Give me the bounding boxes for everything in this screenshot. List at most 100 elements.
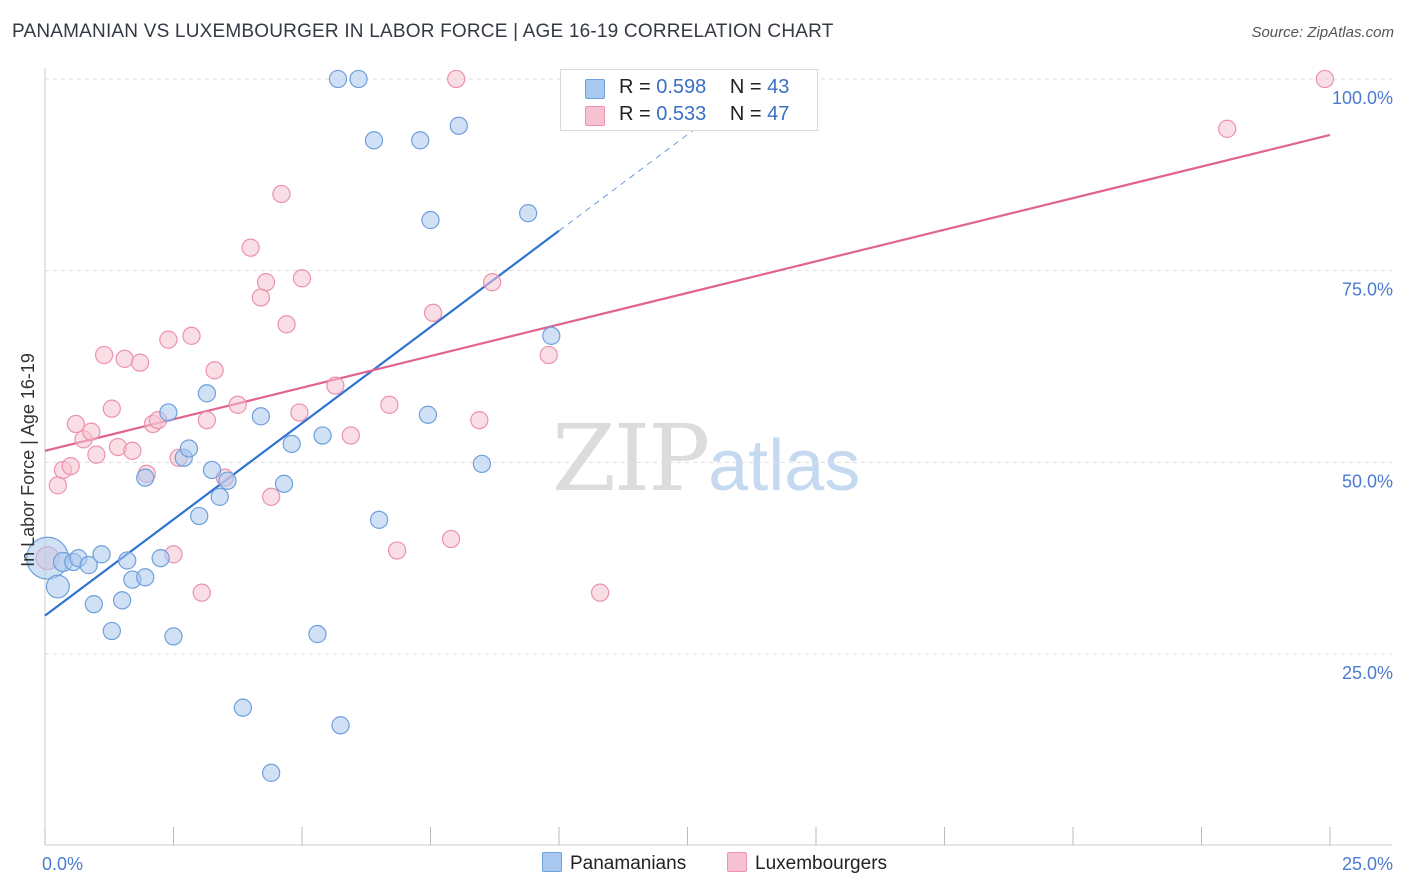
trend-line-luxembourgers — [44, 133, 1331, 452]
point-panamanian — [349, 69, 368, 89]
x-tick-label: 0.0% — [42, 854, 83, 874]
legend-n-label: N = — [729, 76, 768, 98]
watermark: ZIPatlas — [552, 405, 860, 512]
point-luxembourger — [192, 583, 211, 602]
point-luxembourger — [272, 184, 291, 204]
point-panamanian — [472, 454, 492, 474]
point-luxembourger — [66, 414, 85, 434]
point-luxembourger — [102, 399, 121, 418]
y-tick-label: 25.0% — [1342, 663, 1393, 683]
point-luxembourger — [441, 529, 461, 549]
point-luxembourger — [483, 273, 502, 292]
point-panamanian — [92, 545, 111, 564]
point-luxembourger — [251, 288, 271, 307]
point-panamanian — [112, 591, 132, 610]
trend-line-panamanians — [44, 229, 560, 617]
point-panamanian — [102, 621, 121, 641]
point-panamanian — [262, 763, 281, 782]
legend-r-value: 0.598 — [656, 76, 707, 98]
bottom-legend-panamanians: Panamanians — [542, 852, 686, 875]
point-panamanian — [449, 116, 468, 135]
point-luxembourger — [590, 583, 610, 602]
point-panamanian — [136, 468, 155, 487]
legend-row-panamanians: R = 0.598 N = 43 — [585, 76, 790, 99]
point-luxembourger — [87, 445, 106, 464]
chart-title: PANAMANIAN VS LUXEMBOURGER IN LABOR FORC… — [12, 21, 834, 42]
point-panamanian — [218, 471, 237, 490]
legend-r-label: R = — [619, 76, 657, 98]
point-panamanian — [313, 426, 332, 445]
legend-swatch-luxembourgers — [585, 106, 605, 126]
x-tick-label: 25.0% — [1342, 854, 1393, 874]
point-luxembourger — [197, 411, 217, 430]
point-panamanian — [251, 407, 271, 426]
bottom-legend-label: Luxembourgers — [755, 853, 888, 874]
watermark-atlas: atlas — [708, 426, 861, 506]
point-panamanian — [118, 551, 137, 570]
legend-row-luxembourgers: R = 0.533 N = 47 — [585, 103, 789, 126]
point-panamanian — [364, 131, 384, 150]
source-label: Source: ZipAtlas.com — [1251, 24, 1394, 41]
point-panamanian — [151, 549, 170, 568]
point-panamanian — [202, 460, 222, 480]
point-panamanian — [79, 555, 98, 575]
point-panamanian — [369, 510, 389, 529]
point-panamanian — [542, 326, 561, 345]
point-panamanian — [210, 487, 229, 506]
point-luxembourger — [228, 395, 247, 414]
point-luxembourger — [341, 426, 360, 445]
point-luxembourger — [94, 345, 114, 365]
point-luxembourger — [326, 376, 345, 395]
legend-r-value: 0.533 — [656, 103, 707, 125]
point-luxembourger — [1315, 69, 1335, 89]
point-luxembourger — [130, 353, 150, 372]
point-panamanian — [136, 568, 155, 587]
point-luxembourger — [159, 330, 178, 349]
point-luxembourger — [256, 273, 276, 292]
point-luxembourger — [447, 69, 466, 89]
y-tick-label: 50.0% — [1342, 471, 1393, 491]
point-panamanian — [274, 474, 294, 493]
point-panamanian — [308, 624, 327, 644]
y-tick-label: 100.0% — [1332, 88, 1393, 108]
point-panamanian — [328, 69, 348, 89]
point-luxembourger — [82, 422, 101, 441]
legend-n-value: 43 — [767, 76, 790, 98]
point-luxembourger — [423, 303, 443, 322]
gridlines — [45, 78, 1392, 655]
point-panamanian — [45, 574, 70, 599]
point-panamanian — [190, 506, 209, 526]
trend-lines — [44, 114, 1331, 617]
tick-labels: 25.0% 50.0% 75.0% 100.0% 0.0% 25.0% — [42, 88, 1393, 874]
point-panamanian — [411, 131, 430, 150]
point-panamanian — [331, 716, 350, 735]
bottom-legend-swatch-blue — [542, 852, 562, 872]
y-axis-label: In Labor Force | Age 16-19 — [18, 353, 38, 567]
point-luxembourger — [182, 326, 201, 345]
y-tick-label: 75.0% — [1342, 280, 1393, 300]
point-luxembourger — [205, 361, 224, 380]
point-panamanian — [233, 698, 253, 717]
legend-n-label: N = — [729, 103, 768, 125]
point-panamanian — [418, 405, 438, 424]
point-panamanian — [421, 210, 440, 230]
point-luxembourger — [277, 315, 296, 334]
point-luxembourger — [387, 541, 407, 560]
point-luxembourger — [290, 403, 309, 422]
point-luxembourger — [241, 238, 260, 257]
legend-r-label: R = — [619, 103, 657, 125]
point-panamanian — [84, 595, 103, 614]
point-luxembourger — [262, 487, 281, 506]
data-points — [26, 69, 1335, 782]
axes — [44, 68, 1392, 846]
point-luxembourger — [470, 411, 489, 430]
point-luxembourger — [380, 395, 399, 414]
bottom-legend-label: Panamanians — [570, 853, 687, 874]
legend-swatch-panamanians — [585, 79, 605, 99]
point-panamanian — [282, 434, 301, 454]
point-luxembourger — [123, 441, 142, 460]
watermark-zip: ZIP — [552, 405, 710, 512]
correlation-legend: R = 0.598 N = 43 R = 0.533 N = 47 — [560, 69, 818, 131]
bottom-legend-luxembourgers: Luxembourgers — [727, 852, 887, 875]
point-luxembourger — [115, 349, 134, 368]
